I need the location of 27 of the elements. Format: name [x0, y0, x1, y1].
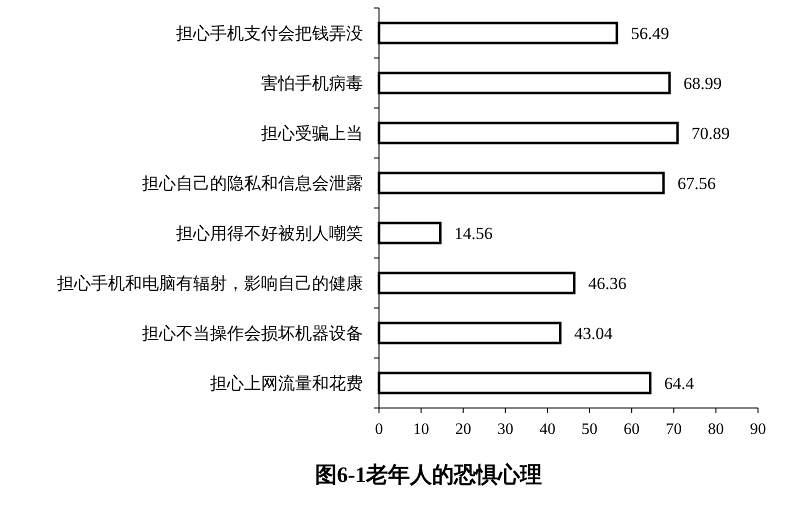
- x-tick-label: 20: [455, 421, 472, 438]
- x-tick-label: 70: [666, 421, 682, 438]
- y-tick-label: 担心自己的隐私和信息会泄露: [142, 174, 363, 193]
- x-tick-label: 0: [375, 421, 383, 438]
- text: 图6-1老年人的恐惧心理: [314, 462, 542, 487]
- data-label: 67.56: [678, 174, 716, 193]
- data-label: 56.49: [630, 24, 670, 43]
- y-tick-label: 担心上网流量和花费: [210, 374, 363, 393]
- y-tick-label: 担心不当操作会损坏机器设备: [142, 324, 363, 343]
- y-tick-label: 担心用得不好被别人嘲笑: [176, 224, 363, 243]
- x-tick-label: 90: [750, 421, 766, 438]
- data-label: 70.89: [692, 124, 730, 143]
- y-tick-label: 害怕手机病毒: [261, 74, 363, 93]
- data-label: 46.36: [588, 274, 626, 293]
- x-tick-label: 30: [497, 421, 514, 438]
- y-tick-label: 担心手机支付会把钱弄没: [176, 24, 363, 43]
- x-tick-label: 80: [708, 421, 724, 438]
- data-label: 43.04: [574, 324, 613, 343]
- data-label: 64.4: [664, 374, 694, 393]
- x-tick-label: 60: [624, 421, 640, 438]
- x-tick-label: 40: [539, 421, 556, 438]
- x-tick-label: 10: [413, 421, 430, 438]
- y-tick-label: 担心手机和电脑有辐射，影响自己的健康: [57, 274, 363, 293]
- x-tick-label: 50: [582, 421, 598, 438]
- data-label: 68.99: [684, 74, 722, 93]
- y-tick-label: 担心受骗上当: [261, 124, 363, 143]
- data-label: 14.56: [454, 224, 493, 243]
